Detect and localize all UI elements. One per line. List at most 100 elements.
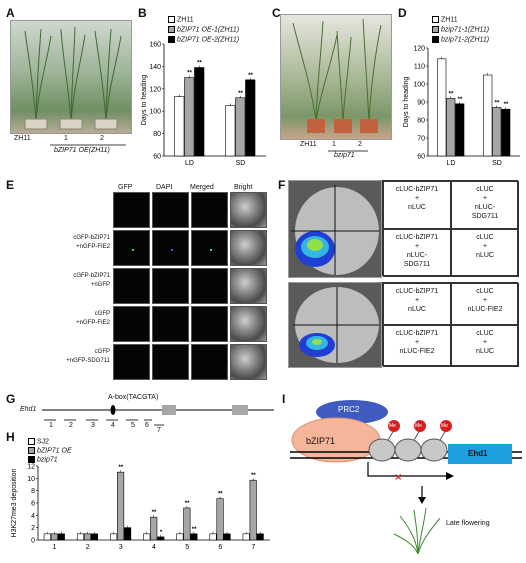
panel-a-label-1: 1 [64,135,68,142]
panel-h-bar [249,479,257,541]
panel-d-bar [501,108,511,157]
panel-e-gfp-image [113,268,150,304]
panel-e-bright-image [230,192,267,228]
panel-h-bar [57,533,65,541]
panel-h-significance-label: ** [192,527,197,533]
panel-h-significance-label: ** [251,473,256,479]
panel-e-header-dapi: DAPI [156,184,173,191]
panel-e-bright-image [230,344,267,380]
prc2-label: PRC2 [338,405,360,414]
panel-g-gene-label: Ehd1 [20,406,37,413]
panel-h-y-tick-label: 8 [31,488,35,495]
panel-d-y-tick-label: 60 [417,154,425,161]
panel-d-bar [492,107,502,157]
nucleosome-group [368,420,452,462]
panel-d-y-tick-label: 110 [414,64,425,71]
panel-d-chart: ZH11 bzip71-1(ZH11) bzip71-2(ZH11) 60 70 8… [398,14,524,179]
panel-d-significance-label: ** [458,97,463,103]
panel-d-significance-label: ** [504,102,509,108]
panel-e-row-label: cGFP +nGFP-SDG711 [66,349,110,364]
panel-f-cell: cLUC + nLUC- SDG711 [451,181,519,229]
panel-c-plant-photo [280,14,392,140]
panel-f-cell: cLUC + nLUC-FIE2 [451,283,519,325]
panel-h-bar [176,533,184,541]
panel-f-cell: cLUC-bZIP71 + nLUC- SDG711 [383,229,451,277]
panel-d-category-label: LD [447,160,456,167]
panel-c-bracket [328,150,368,152]
panel-f-table-top: cLUC-bZIP71 + nLUC cLUC + nLUC- SDG711 cLUC-b… [382,180,519,277]
panel-h-bar [216,498,224,541]
panel-h-y-tick-label: 10 [27,476,35,483]
panel-h-bar [50,533,58,541]
panel-h-bar [150,516,158,541]
panel-g-region-6: 6 [145,422,149,429]
panel-h-significance-label: ** [119,465,124,471]
panel-b-y-tick-label: 80 [153,131,161,138]
panel-d-y-axis-label: Days to heading [403,77,410,128]
panel-h-significance-label: ** [218,492,223,498]
luciferase-leaf-illustration [291,185,379,275]
panel-e-merged-image [191,268,228,304]
panel-b-legend-1: bZIP71 OE-1(ZH11) [168,26,239,33]
panel-e-gfp-image [113,344,150,380]
panel-d-legend-1: bzip71-1(ZH11) [432,26,489,33]
panel-e-bright-image [230,230,267,266]
panel-letter-b: B [138,6,147,20]
panel-h-bar [223,533,231,541]
panel-h-category-label: 2 [86,544,90,551]
panel-a-label-2: 2 [100,135,104,142]
panel-g-region-1: 1 [49,422,53,429]
panel-d-bar [483,74,493,157]
panel-g-region-2: 2 [69,422,73,429]
panel-g-abox-marker [110,405,116,415]
panel-b-bar [174,96,185,157]
panel-d-bar [437,58,447,157]
panel-e-gfp-image [113,192,150,228]
panel-f-cell: cLUC-bZIP71 + nLUC [383,283,451,325]
panel-h-significance-label: ** [185,501,190,507]
panel-h-significance-label: * [160,530,163,536]
panel-h-bar [76,533,85,541]
me-label: Me [441,423,448,429]
panel-f-cell: cLUC + nLUC [451,325,519,367]
panel-h-bar [124,527,132,541]
panel-h-category-label: 3 [119,544,123,551]
panel-letter-a: A [6,6,15,20]
panel-a-caption: bZIP71 OE(ZH11) [54,147,110,154]
blocked-cross-icon: × [394,472,402,483]
luciferase-leaf-illustration [293,287,379,363]
panel-h-y-tick-label: 0 [31,538,35,545]
panel-b-y-tick-label: 100 [149,109,161,116]
panel-d-y-tick-label: 90 [417,100,425,107]
panel-b-bars-svg: 60 80 100 120 140 160 Days to heading ** ** LD ** *… [141,42,266,167]
panel-letter-e: E [6,178,15,192]
panel-h-y-tick-label: 12 [27,464,35,471]
panel-h-category-label: 7 [251,544,255,551]
panel-c-label-1: 1 [332,141,336,148]
panel-b-significance-label: ** [238,91,243,97]
panel-b-category-label: SD [236,160,246,167]
panel-g-region-7: 7 [157,427,161,434]
bzip71-label: bZIP71 [306,436,336,446]
panel-g-exon [162,405,176,415]
panel-g-region-5: 5 [131,422,135,429]
rice-mutant-plants-illustration [292,18,382,133]
outcome-arrowhead [418,497,426,504]
panel-h-category-label: 4 [152,544,156,551]
panel-h-bar [209,533,217,541]
late-flowering-label: Late flowering [446,520,490,527]
panel-h-bar [117,471,125,541]
panel-b-y-tick-label: 140 [149,64,161,71]
panel-h-bar [43,533,51,541]
panel-f-cell: cLUC-bZIP71 + nLUC [383,181,451,229]
panel-b-chart: ZH11 bZIP71 OE-1(ZH11) bZIP71 OE-2(ZH11)… [140,14,270,179]
panel-b-significance-label: ** [248,73,253,79]
rice-plant-icon [393,507,441,555]
panel-f-cell: cLUC + nLUC [451,229,519,277]
methyl-mark [440,420,452,432]
panel-h-bar [157,536,165,541]
methyl-mark [414,420,426,432]
panel-h-bar [83,533,92,541]
panel-e-merged-image [191,306,228,342]
panel-g-abox-label: A-box(TACGTA) [108,394,159,401]
